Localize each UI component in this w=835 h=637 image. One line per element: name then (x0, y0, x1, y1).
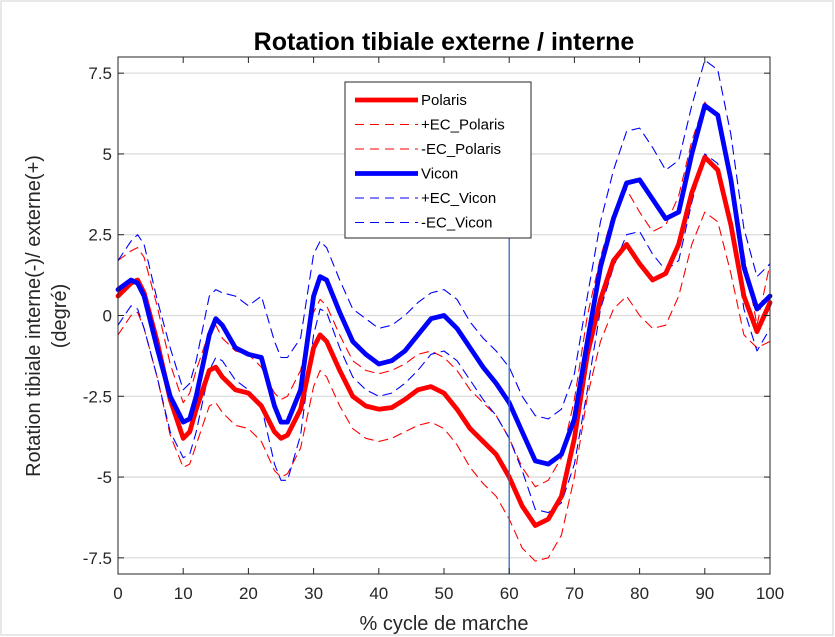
legend-box (344, 81, 532, 239)
x-axis-label: % cycle de marche (360, 613, 529, 635)
legend-label: -EC_Vicon (421, 215, 492, 232)
x-tick-label: 80 (630, 584, 649, 603)
y-axis-label-unit: (degré) (49, 284, 71, 348)
series-line-polaris (115, 154, 773, 528)
x-tick-label: 70 (565, 584, 584, 603)
x-tick-label: 60 (500, 584, 519, 603)
x-tick-label: 50 (435, 584, 454, 603)
y-axis-label: Rotation tibiale interne(-)/ externe(+) (23, 155, 45, 477)
chart-title: Rotation tibiale externe / interne (254, 28, 635, 56)
y-tick-label: -2.5 (83, 387, 112, 406)
y-tick-label: 5 (103, 145, 112, 164)
y-tick-label: -5 (97, 468, 112, 487)
legend-label: -EC_Polaris (421, 141, 501, 158)
series-line-ec-polaris (117, 211, 771, 562)
y-tick-label: 0 (103, 307, 112, 326)
legend-label: Vicon (421, 166, 458, 183)
legend-label: +EC_Polaris (421, 117, 505, 134)
y-axis: -7.5 -5 -2.5 0 2.5 5 7.5 (83, 64, 770, 568)
series-line-vicon (115, 103, 773, 467)
x-tick-label: 0 (113, 584, 122, 603)
y-tick-label: 7.5 (88, 64, 112, 83)
x-tick-label: 100 (756, 584, 784, 603)
y-tick-label: -7.5 (83, 549, 112, 568)
series-line-ec-vicon (117, 153, 771, 514)
x-tick-label: 20 (239, 584, 258, 603)
x-tick-label: 90 (695, 584, 714, 603)
x-axis: 0 10 20 30 40 50 60 70 80 90 100 (113, 57, 784, 603)
legend-label: Polaris (421, 92, 467, 109)
x-tick-label: 30 (304, 584, 323, 603)
x-tick-label: 10 (174, 584, 193, 603)
plot-area (115, 59, 773, 562)
legend: Polaris +EC_Polaris -EC_Polaris Vicon +EC_Vi… (344, 81, 532, 239)
y-tick-label: 2.5 (88, 226, 112, 245)
series-line-ec-vicon (117, 59, 771, 420)
x-tick-label: 40 (369, 584, 388, 603)
legend-label: +EC_Vicon (421, 190, 496, 207)
